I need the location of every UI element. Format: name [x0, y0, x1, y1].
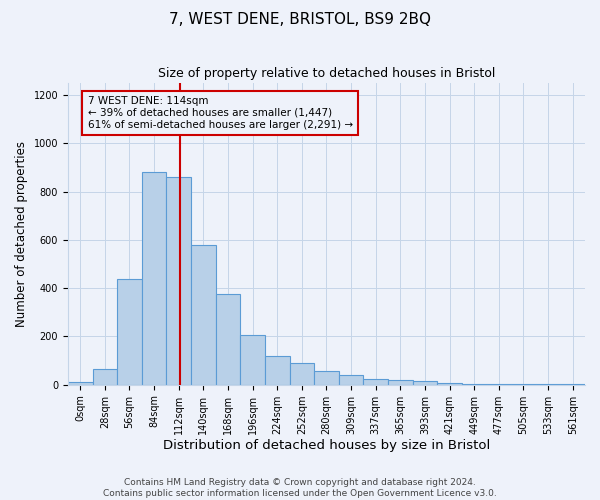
Text: 7, WEST DENE, BRISTOL, BS9 2BQ: 7, WEST DENE, BRISTOL, BS9 2BQ — [169, 12, 431, 28]
Bar — [117, 278, 142, 384]
Bar — [437, 383, 462, 384]
Bar — [364, 378, 388, 384]
Text: Contains HM Land Registry data © Crown copyright and database right 2024.
Contai: Contains HM Land Registry data © Crown c… — [103, 478, 497, 498]
Title: Size of property relative to detached houses in Bristol: Size of property relative to detached ho… — [158, 68, 495, 80]
Bar — [166, 177, 191, 384]
Bar — [413, 381, 437, 384]
Bar — [92, 369, 117, 384]
Y-axis label: Number of detached properties: Number of detached properties — [15, 141, 28, 327]
Bar — [191, 244, 215, 384]
Bar — [142, 172, 166, 384]
Bar — [215, 294, 240, 384]
Bar — [240, 335, 265, 384]
Bar — [68, 382, 92, 384]
Text: 7 WEST DENE: 114sqm
← 39% of detached houses are smaller (1,447)
61% of semi-det: 7 WEST DENE: 114sqm ← 39% of detached ho… — [88, 96, 353, 130]
Bar — [265, 356, 290, 384]
Bar — [314, 372, 339, 384]
Bar — [388, 380, 413, 384]
X-axis label: Distribution of detached houses by size in Bristol: Distribution of detached houses by size … — [163, 440, 490, 452]
Bar — [339, 375, 364, 384]
Bar — [290, 363, 314, 384]
